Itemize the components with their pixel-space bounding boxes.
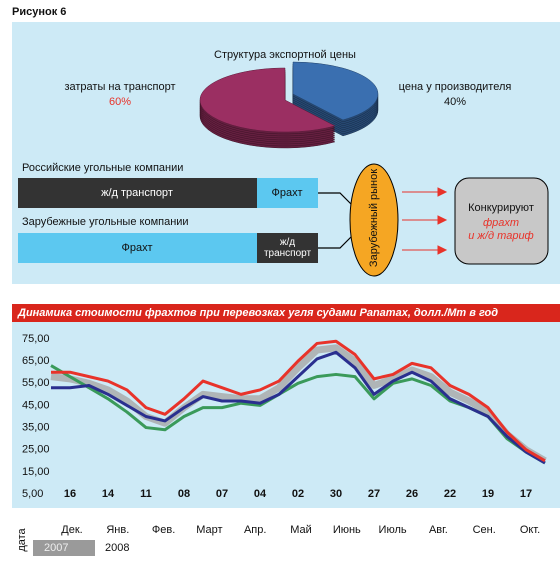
month-label: Дек. [61, 524, 82, 536]
month-label: Март [196, 524, 222, 536]
month-label: Апр. [244, 524, 266, 536]
chart-panel [12, 322, 560, 508]
chart-title: Динамика стоимости фрахтов при перевозка… [17, 307, 498, 319]
x-tick-label: 11 [140, 488, 152, 500]
y-tick-label: 15,00 [22, 466, 50, 478]
series-line [51, 339, 546, 463]
market-label: Зарубежный рынок [368, 168, 380, 268]
month-label: Май [290, 524, 312, 536]
competition-item: и ж/д тариф [468, 230, 534, 242]
month-label: Фев. [152, 524, 175, 536]
x-tick-label: 27 [368, 488, 380, 500]
x-tick-label: 19 [482, 488, 494, 500]
pie-title: Структура экспортной цены [214, 49, 356, 61]
competition-item: фрахт [483, 217, 519, 229]
x-tick-label: 04 [254, 488, 267, 500]
y-tick-label: 55,00 [22, 377, 50, 389]
pie-slice [199, 67, 336, 133]
year-label: 2007 [44, 542, 68, 554]
x-tick-label: 16 [64, 488, 76, 500]
x-axis-label: дата [16, 527, 28, 551]
x-tick-label: 26 [406, 488, 418, 500]
month-label: Сен. [473, 524, 496, 536]
y-tick-label: 65,00 [22, 355, 50, 367]
segment-label: ж/д транспорт [263, 237, 312, 259]
pie-label: цена у производителя [399, 81, 512, 93]
y-tick-label: 5,00 [22, 488, 43, 500]
x-tick-label: 02 [292, 488, 304, 500]
series-line [50, 344, 547, 464]
segment-label: Фрахт [271, 187, 302, 199]
pie-slice [292, 61, 379, 121]
group-label: Зарубежные угольные компании [22, 216, 189, 228]
x-tick-label: 07 [216, 488, 228, 500]
segment-label: ж/д транспорт [101, 187, 173, 199]
y-tick-label: 75,00 [22, 333, 50, 345]
month-label: Авг. [429, 524, 448, 536]
figure-label: Рисунок 6 [12, 6, 66, 18]
y-tick-label: 35,00 [22, 421, 50, 433]
pie-value-label: 60% [109, 96, 131, 108]
x-tick-label: 17 [520, 488, 532, 500]
month-label: Июль [379, 524, 407, 536]
arrows [402, 187, 448, 255]
market-ellipse [349, 163, 399, 277]
connector [318, 192, 353, 249]
year-band [33, 540, 95, 556]
month-label: Янв. [106, 524, 129, 536]
bar-rail [18, 178, 257, 208]
title-bar [12, 304, 560, 322]
bar-rail [257, 233, 318, 263]
y-tick-label: 25,00 [22, 444, 50, 456]
series-line [51, 350, 546, 465]
y-tick-label: 45,00 [22, 399, 50, 411]
year-label: 2008 [105, 542, 129, 554]
group-label: Российские угольные компании [22, 162, 183, 174]
x-tick-label: 14 [102, 488, 115, 500]
pie-label: затраты на транспорт [64, 81, 175, 93]
bar-freight [18, 233, 257, 263]
competition-title: Конкурируют [468, 202, 534, 214]
x-tick-label: 30 [330, 488, 342, 500]
x-tick-label: 08 [178, 488, 190, 500]
pie-value-label: 40% [444, 96, 466, 108]
bar-freight [257, 178, 318, 208]
month-label: Окт. [520, 524, 540, 536]
x-tick-label: 22 [444, 488, 456, 500]
segment-label: Фрахт [121, 242, 152, 254]
competition-box [454, 177, 549, 265]
month-label: Июнь [333, 524, 361, 536]
